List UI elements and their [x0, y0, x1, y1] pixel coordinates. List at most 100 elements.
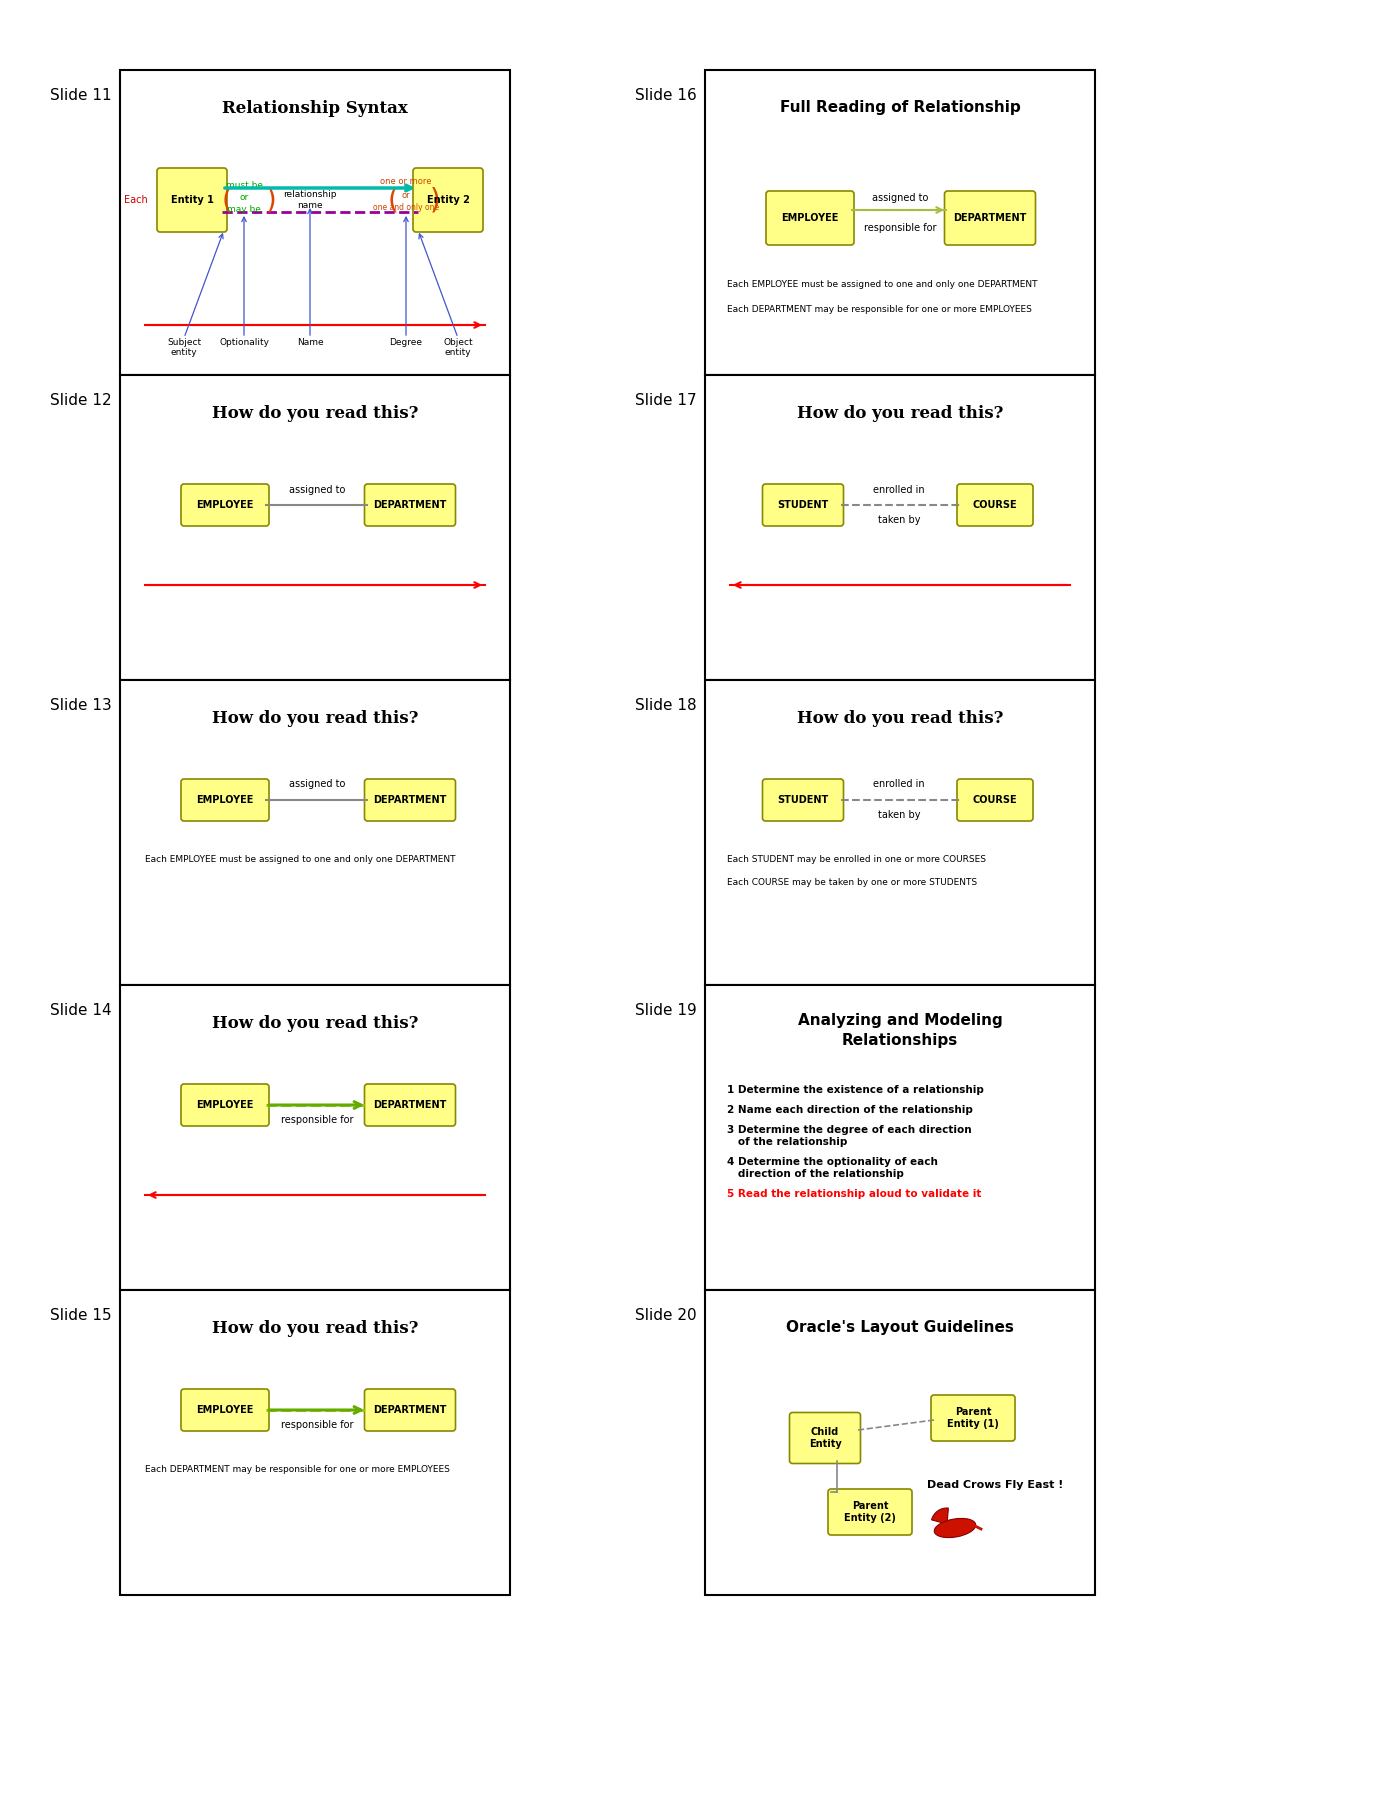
Text: or: or — [239, 194, 249, 203]
Text: ): ) — [430, 185, 441, 214]
FancyBboxPatch shape — [181, 1390, 268, 1431]
Text: How do you read this?: How do you read this? — [211, 1319, 419, 1337]
FancyBboxPatch shape — [413, 167, 483, 232]
Text: Entity 1: Entity 1 — [171, 194, 213, 205]
Text: assigned to: assigned to — [289, 779, 346, 788]
Text: COURSE: COURSE — [972, 500, 1017, 509]
Text: (: ( — [388, 185, 399, 214]
Text: EMPLOYEE: EMPLOYEE — [196, 796, 253, 805]
Text: Parent
Entity (1): Parent Entity (1) — [947, 1408, 999, 1429]
Text: relationship
name: relationship name — [284, 191, 337, 211]
Text: Each COURSE may be taken by one or more STUDENTS: Each COURSE may be taken by one or more … — [727, 878, 976, 887]
Text: Subject
entity: Subject entity — [167, 338, 202, 358]
Text: 4 Determine the optionality of each
   direction of the relationship: 4 Determine the optionality of each dire… — [727, 1157, 938, 1179]
Text: Analyzing and Modeling
Relationships: Analyzing and Modeling Relationships — [797, 1013, 1003, 1048]
FancyBboxPatch shape — [364, 1390, 455, 1431]
Text: or: or — [402, 191, 410, 200]
Text: responsible for: responsible for — [864, 223, 936, 232]
Text: How do you read this?: How do you read this? — [211, 709, 419, 727]
Text: Slide 15: Slide 15 — [50, 1309, 113, 1323]
FancyBboxPatch shape — [181, 1084, 268, 1127]
Text: STUDENT: STUDENT — [778, 796, 829, 805]
FancyBboxPatch shape — [766, 191, 854, 245]
Text: may be: may be — [227, 205, 262, 214]
Text: EMPLOYEE: EMPLOYEE — [196, 1100, 253, 1111]
Text: DEPARTMENT: DEPARTMENT — [373, 500, 447, 509]
Bar — [120, 680, 510, 985]
FancyBboxPatch shape — [957, 779, 1034, 821]
Text: DEPARTMENT: DEPARTMENT — [373, 796, 447, 805]
Text: taken by: taken by — [878, 515, 921, 526]
Text: enrolled in: enrolled in — [874, 779, 925, 788]
Text: How do you read this?: How do you read this? — [211, 1015, 419, 1031]
Text: COURSE: COURSE — [972, 796, 1017, 805]
Text: Slide 19: Slide 19 — [636, 1003, 697, 1019]
Text: How do you read this?: How do you read this? — [797, 405, 1003, 421]
Text: EMPLOYEE: EMPLOYEE — [196, 1406, 253, 1415]
Text: 2 Name each direction of the relationship: 2 Name each direction of the relationshi… — [727, 1105, 972, 1114]
Text: DEPARTMENT: DEPARTMENT — [373, 1100, 447, 1111]
Bar — [120, 70, 510, 374]
FancyBboxPatch shape — [762, 484, 843, 526]
Text: Each DEPARTMENT may be responsible for one or more EMPLOYEES: Each DEPARTMENT may be responsible for o… — [145, 1465, 449, 1474]
Text: ): ) — [266, 185, 277, 214]
Text: EMPLOYEE: EMPLOYEE — [196, 500, 253, 509]
Text: enrolled in: enrolled in — [874, 484, 925, 495]
FancyBboxPatch shape — [762, 779, 843, 821]
Bar — [120, 374, 510, 680]
Text: Degree: Degree — [389, 338, 423, 347]
Bar — [120, 985, 510, 1291]
Text: Object
entity: Object entity — [444, 338, 473, 358]
Text: Dead Crows Fly East !: Dead Crows Fly East ! — [926, 1480, 1063, 1490]
Text: must be: must be — [225, 182, 263, 191]
Text: Slide 12: Slide 12 — [50, 392, 113, 409]
FancyBboxPatch shape — [790, 1413, 861, 1463]
FancyBboxPatch shape — [944, 191, 1035, 245]
Bar — [705, 1291, 1095, 1595]
Text: 3 Determine the degree of each direction
   of the relationship: 3 Determine the degree of each direction… — [727, 1125, 972, 1147]
Text: Each DEPARTMENT may be responsible for one or more EMPLOYEES: Each DEPARTMENT may be responsible for o… — [727, 304, 1032, 313]
FancyBboxPatch shape — [181, 779, 268, 821]
FancyBboxPatch shape — [181, 484, 268, 526]
Text: Slide 14: Slide 14 — [50, 1003, 113, 1019]
Text: How do you read this?: How do you read this? — [797, 709, 1003, 727]
Text: Each EMPLOYEE must be assigned to one and only one DEPARTMENT: Each EMPLOYEE must be assigned to one an… — [727, 281, 1038, 290]
Text: Child
Entity: Child Entity — [808, 1427, 842, 1449]
Text: Each STUDENT may be enrolled in one or more COURSES: Each STUDENT may be enrolled in one or m… — [727, 855, 986, 864]
Text: Slide 13: Slide 13 — [50, 698, 113, 713]
FancyBboxPatch shape — [364, 779, 455, 821]
FancyBboxPatch shape — [828, 1489, 912, 1535]
Text: Relationship Syntax: Relationship Syntax — [223, 101, 408, 117]
Wedge shape — [932, 1508, 949, 1525]
Text: one or more: one or more — [380, 178, 431, 187]
FancyBboxPatch shape — [931, 1395, 1015, 1442]
Text: Entity 2: Entity 2 — [427, 194, 469, 205]
Text: assigned to: assigned to — [289, 484, 346, 495]
Text: Parent
Entity (2): Parent Entity (2) — [844, 1501, 896, 1523]
Text: 1 Determine the existence of a relationship: 1 Determine the existence of a relations… — [727, 1085, 983, 1094]
Text: Slide 20: Slide 20 — [636, 1309, 697, 1323]
Text: Name: Name — [296, 338, 323, 347]
Text: responsible for: responsible for — [281, 1114, 353, 1125]
FancyBboxPatch shape — [364, 484, 455, 526]
Text: STUDENT: STUDENT — [778, 500, 829, 509]
Text: taken by: taken by — [878, 810, 921, 821]
Text: Full Reading of Relationship: Full Reading of Relationship — [779, 101, 1021, 115]
FancyBboxPatch shape — [364, 1084, 455, 1127]
Text: DEPARTMENT: DEPARTMENT — [373, 1406, 447, 1415]
Text: Slide 17: Slide 17 — [636, 392, 697, 409]
Text: DEPARTMENT: DEPARTMENT — [953, 212, 1027, 223]
Text: (: ( — [223, 185, 232, 214]
Text: responsible for: responsible for — [281, 1420, 353, 1429]
Text: EMPLOYEE: EMPLOYEE — [782, 212, 839, 223]
Text: assigned to: assigned to — [872, 193, 928, 203]
Text: Slide 16: Slide 16 — [636, 88, 697, 103]
FancyBboxPatch shape — [157, 167, 227, 232]
Bar — [120, 1291, 510, 1595]
Ellipse shape — [935, 1519, 975, 1537]
Bar — [705, 70, 1095, 374]
Text: 5 Read the relationship aloud to validate it: 5 Read the relationship aloud to validat… — [727, 1190, 982, 1199]
Text: Slide 11: Slide 11 — [50, 88, 113, 103]
Text: one and only one: one and only one — [373, 203, 440, 212]
Text: How do you read this?: How do you read this? — [211, 405, 419, 421]
